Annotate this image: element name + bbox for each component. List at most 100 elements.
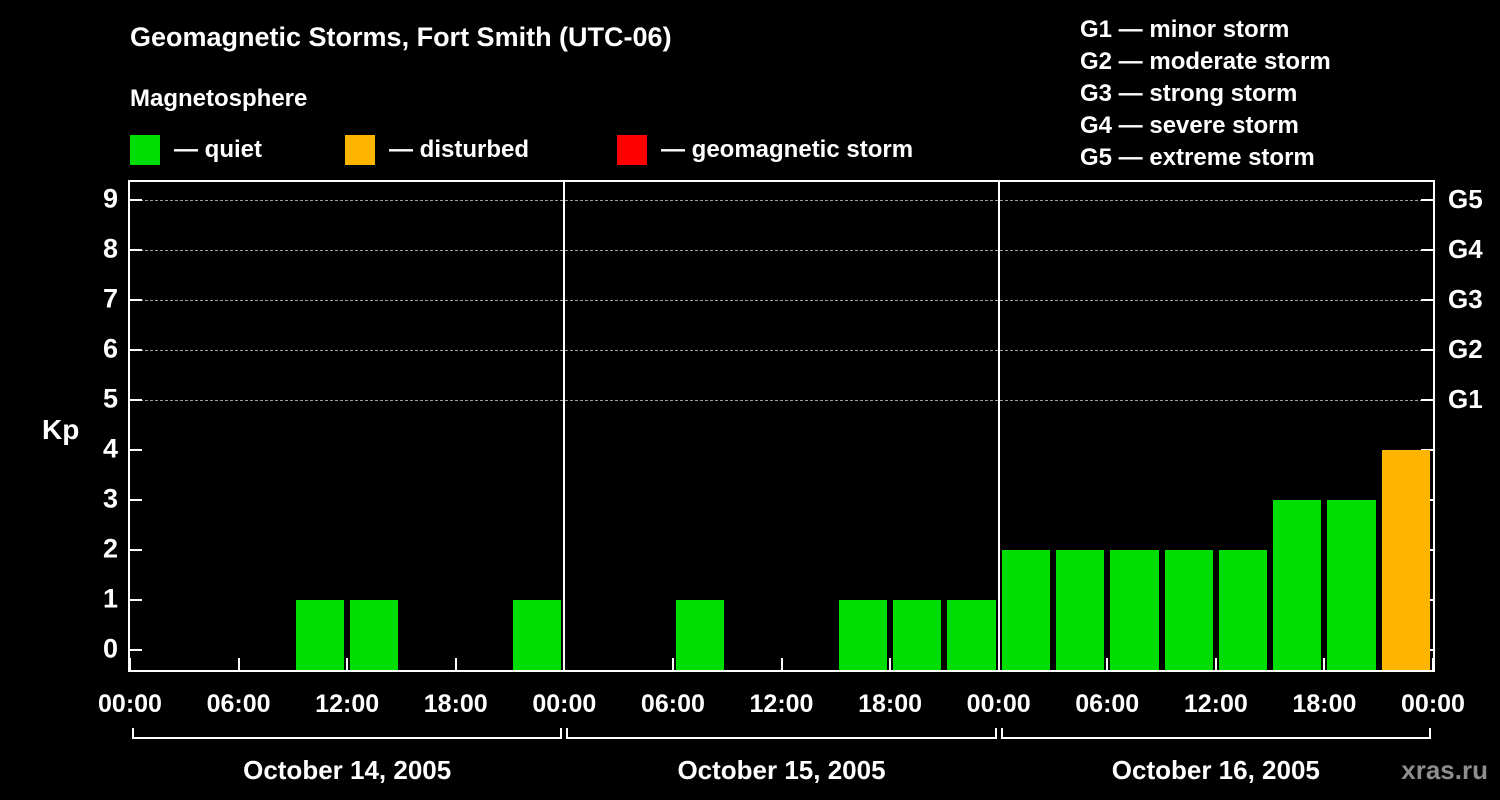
- kp-bar: [1218, 550, 1268, 670]
- y-axis-tick-left: [130, 249, 142, 251]
- legend-label: — quiet: [174, 136, 262, 163]
- kp-bar: [675, 600, 725, 670]
- kp-bar: [1055, 550, 1105, 670]
- x-tick-label: 06:00: [1075, 690, 1140, 718]
- y-axis-tick-left: [130, 549, 142, 551]
- x-tick-label: 18:00: [1292, 690, 1357, 718]
- legend-item: — geomagnetic storm: [617, 134, 913, 166]
- g-scale-label: G4: [1448, 233, 1483, 264]
- date-bracket-end: [560, 728, 563, 739]
- y-axis-tick-left: [130, 449, 142, 451]
- x-axis-tick: [1323, 658, 1326, 670]
- y-tick-label: 7: [102, 283, 118, 314]
- legend-item: — disturbed: [345, 134, 529, 166]
- date-bracket-end: [1429, 728, 1431, 739]
- x-tick-label: 00:00: [532, 690, 597, 718]
- kp-gridline: [130, 300, 1433, 301]
- legend-label: — geomagnetic storm: [661, 136, 914, 163]
- storm-scale-item: G3 — strong storm: [1080, 80, 1298, 107]
- date-bracket: [1000, 737, 1431, 739]
- x-axis-tick: [889, 658, 892, 670]
- y-axis-tick-right: [1421, 199, 1433, 201]
- kp-bar: [838, 600, 888, 670]
- x-axis-tick: [454, 658, 457, 670]
- x-tick-label: 06:00: [206, 690, 271, 718]
- y-axis-tick-left: [130, 399, 142, 401]
- kp-bar: [947, 600, 996, 670]
- y-tick-label: 2: [102, 533, 118, 564]
- y-axis-tick-right: [1421, 349, 1433, 351]
- kp-bar: [295, 600, 345, 670]
- y-tick-label: 5: [102, 383, 118, 414]
- y-tick-label: 1: [102, 583, 118, 614]
- y-axis-tick-right: [1421, 249, 1433, 251]
- kp-bar: [1164, 550, 1213, 670]
- kp-gridline: [130, 250, 1433, 251]
- storm-scale-legend: G1 — minor storm G2 — moderate storm G3 — …: [1080, 14, 1331, 174]
- y-axis-label: Kp: [42, 414, 80, 445]
- g-scale-label: G1: [1448, 383, 1483, 414]
- kp-bar: [1273, 500, 1322, 670]
- kp-bar: [1001, 550, 1050, 670]
- y-tick-label: 4: [102, 433, 118, 464]
- legend-swatch-icon: [617, 135, 647, 165]
- storm-scale-item: G1 — minor storm: [1080, 16, 1290, 43]
- date-bracket-end: [566, 728, 569, 739]
- x-tick-label: 00:00: [98, 690, 162, 718]
- kp-bar: [1110, 550, 1159, 670]
- kp-bar: [1381, 450, 1430, 670]
- x-axis-tick: [563, 658, 566, 670]
- day-separator: [563, 182, 566, 670]
- chart-subtitle: Magnetosphere: [130, 85, 308, 112]
- date-bracket-end: [1000, 728, 1003, 739]
- legend-label: — disturbed: [389, 136, 530, 163]
- y-tick-label: 9: [102, 183, 118, 214]
- kp-bar: [513, 600, 562, 670]
- date-bracket-end: [132, 728, 134, 739]
- day-separator: [997, 182, 1000, 670]
- kp-gridline: [130, 350, 1433, 351]
- legend-swatch-icon: [345, 135, 375, 165]
- x-axis-tick: [129, 658, 131, 670]
- y-tick-label: 3: [102, 483, 118, 514]
- storm-scale-item: G4 — severe storm: [1080, 112, 1299, 139]
- y-axis-tick-left: [130, 199, 142, 201]
- date-label: October 14, 2005: [243, 755, 452, 785]
- y-tick-label: 8: [102, 233, 118, 264]
- kp-gridline: [130, 400, 1433, 401]
- x-tick-label: 00:00: [966, 690, 1031, 718]
- x-axis-tick: [780, 658, 783, 670]
- x-axis-tick: [671, 658, 674, 670]
- legend-item: — quiet: [130, 134, 262, 166]
- x-tick-label: 12:00: [1183, 690, 1248, 718]
- y-axis-tick-left: [130, 649, 142, 651]
- y-axis-tick-left: [130, 299, 142, 301]
- x-axis-tick: [346, 658, 349, 670]
- date-bracket: [566, 737, 997, 739]
- storm-scale-item: G5 — extreme storm: [1080, 144, 1315, 171]
- date-bracket-end: [994, 728, 997, 739]
- y-tick-label: 0: [102, 633, 118, 664]
- g-scale-label: G5: [1448, 183, 1483, 214]
- plot-area: [128, 180, 1435, 672]
- kp-bar: [893, 600, 942, 670]
- kp-gridline: [130, 200, 1433, 201]
- kp-bar: [1327, 500, 1376, 670]
- x-axis-tick: [1214, 658, 1217, 670]
- y-axis-tick-right: [1421, 299, 1433, 301]
- date-label: October 16, 2005: [1111, 755, 1320, 785]
- x-tick-label: 18:00: [858, 690, 923, 718]
- date-label: October 15, 2005: [677, 755, 886, 785]
- y-axis-tick-right: [1421, 399, 1433, 401]
- legend-swatch-icon: [130, 135, 160, 165]
- y-axis-tick-left: [130, 499, 142, 501]
- x-axis-tick: [1106, 658, 1109, 670]
- y-tick-label: 6: [102, 333, 118, 364]
- kp-bar: [350, 600, 399, 670]
- x-tick-label: 12:00: [315, 690, 380, 718]
- y-axis-tick-left: [130, 349, 142, 351]
- x-tick-label: 12:00: [749, 690, 814, 718]
- chart-title: Geomagnetic Storms, Fort Smith (UTC-06): [130, 22, 672, 52]
- x-tick-label: 00:00: [1401, 690, 1465, 718]
